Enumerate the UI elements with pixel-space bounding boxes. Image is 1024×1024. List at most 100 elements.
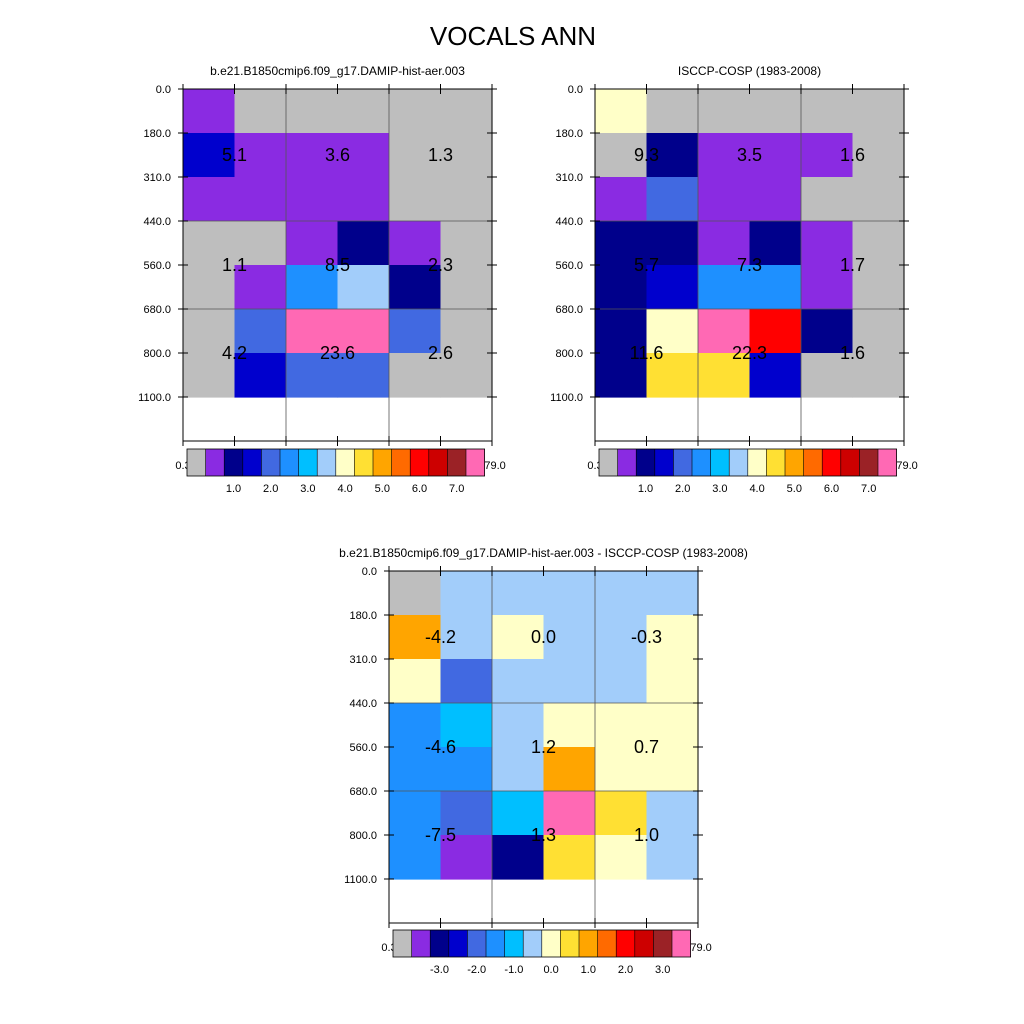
colorbar-swatch xyxy=(261,449,281,476)
colorbar-label: 1.0 xyxy=(638,483,653,495)
colorbar-swatch xyxy=(673,449,693,476)
data-label: 1.6 xyxy=(840,343,865,363)
data-label: -7.5 xyxy=(425,825,456,845)
y-tick-label: 800.0 xyxy=(349,830,377,842)
heatmap-cell xyxy=(646,703,699,748)
colorbar-swatch xyxy=(224,449,244,476)
heatmap-cell xyxy=(852,133,905,178)
x-tick-label: 379.0 xyxy=(478,460,506,472)
heatmap-cell xyxy=(389,659,442,704)
heatmap-cell xyxy=(234,353,287,398)
heatmap-cell xyxy=(492,615,545,660)
heatmap-cell xyxy=(389,177,442,222)
heatmap-cell xyxy=(698,133,751,178)
y-tick-label: 180.0 xyxy=(555,128,583,140)
colorbar-label: 2.0 xyxy=(263,483,278,495)
y-tick-label: 680.0 xyxy=(349,786,377,798)
data-label: 1.3 xyxy=(531,825,556,845)
heatmap-cell xyxy=(801,177,854,222)
data-label: 11.6 xyxy=(630,343,664,363)
colorbar-swatch xyxy=(878,449,897,476)
heatmap-cell xyxy=(389,747,442,792)
y-tick-label: 440.0 xyxy=(349,698,377,710)
heatmap-cell xyxy=(801,221,854,266)
y-tick-label: 0.0 xyxy=(156,84,171,96)
colorbar-swatch xyxy=(242,449,262,476)
panel-title: b.e21.B1850cmip6.f09_g17.DAMIP-hist-aer.… xyxy=(339,546,748,560)
heatmap-cell xyxy=(646,177,699,222)
colorbar-label: 5.0 xyxy=(787,483,802,495)
colorbar-swatch xyxy=(317,449,337,476)
heatmap-cell xyxy=(749,177,802,222)
colorbar-swatch xyxy=(205,449,225,476)
x-tick-label: 379.0 xyxy=(890,460,918,472)
colorbar-swatch xyxy=(410,449,430,476)
heatmap-cell xyxy=(801,353,854,398)
heatmap-cell xyxy=(389,353,442,398)
data-label: 0.7 xyxy=(634,737,659,757)
heatmap-cell xyxy=(595,89,648,134)
heatmap-cell xyxy=(440,747,493,792)
colorbar-swatch xyxy=(617,449,637,476)
heatmap-cell xyxy=(852,265,905,310)
heatmap-cell xyxy=(440,265,493,310)
heatmap-cell xyxy=(286,353,339,398)
heatmap-cell xyxy=(337,89,390,134)
panels: b.e21.B1850cmip6.f09_g17.DAMIP-hist-aer.… xyxy=(138,64,918,976)
heatmap-cell xyxy=(646,265,699,310)
colorbar: 1.0 2.0 3.0 4.0 5.0 6.0 7.0 xyxy=(186,448,486,495)
heatmap-cell xyxy=(286,309,339,354)
heatmap-cell xyxy=(389,703,442,748)
heatmap-cell xyxy=(389,265,442,310)
heatmap-cell xyxy=(183,221,236,266)
colorbar-swatch xyxy=(654,449,674,476)
heatmap-cell xyxy=(543,835,596,880)
colorbar-swatch xyxy=(579,930,598,957)
colorbar-swatch xyxy=(187,449,206,476)
heatmap-cell xyxy=(389,835,442,880)
heatmap-cell xyxy=(595,659,648,704)
heatmap-cell xyxy=(698,265,751,310)
heatmap-cell xyxy=(698,177,751,222)
heatmap-cell xyxy=(595,747,648,792)
colorbar-swatch xyxy=(430,930,450,957)
colorbar-label: 3.0 xyxy=(712,483,727,495)
data-label: -0.3 xyxy=(631,627,662,647)
heatmap-cell xyxy=(543,659,596,704)
colorbar-swatch xyxy=(803,449,823,476)
colorbar-label: 1.0 xyxy=(581,964,596,976)
heatmap-cell xyxy=(440,571,493,616)
y-tick-label: 310.0 xyxy=(143,172,171,184)
heatmap-cell xyxy=(337,177,390,222)
colorbar-swatch xyxy=(354,449,374,476)
y-tick-label: 560.0 xyxy=(555,260,583,272)
data-label: 1.1 xyxy=(222,255,247,275)
heatmap-cell xyxy=(749,353,802,398)
data-label: 8.5 xyxy=(325,255,350,275)
heatmap-cell xyxy=(646,659,699,704)
colorbar-swatch xyxy=(486,930,505,957)
y-tick-label: 440.0 xyxy=(143,216,171,228)
colorbar-swatch xyxy=(466,449,485,476)
heatmap-cell xyxy=(337,221,390,266)
colorbar-label: 3.0 xyxy=(300,483,315,495)
colorbar-label: 2.0 xyxy=(618,964,633,976)
heatmap-cell xyxy=(286,133,339,178)
heatmap-cell xyxy=(698,89,751,134)
y-tick-label: 560.0 xyxy=(143,260,171,272)
colorbar-swatch xyxy=(447,449,467,476)
heatmap-cell xyxy=(337,133,390,178)
heatmap-cell xyxy=(543,703,596,748)
y-tick-label: 0.0 xyxy=(568,84,583,96)
y-tick-label: 0.0 xyxy=(362,566,377,578)
colorbar-swatch xyxy=(335,449,355,476)
heatmap-cell xyxy=(286,177,339,222)
heatmap-cell xyxy=(698,353,751,398)
y-tick-label: 310.0 xyxy=(349,654,377,666)
data-label: 22.3 xyxy=(732,343,767,363)
heatmap-cell xyxy=(595,309,648,354)
heatmap-cell xyxy=(646,835,699,880)
colorbar-label: 1.0 xyxy=(226,483,241,495)
data-label: -4.6 xyxy=(425,737,456,757)
colorbar-swatch xyxy=(636,449,656,476)
